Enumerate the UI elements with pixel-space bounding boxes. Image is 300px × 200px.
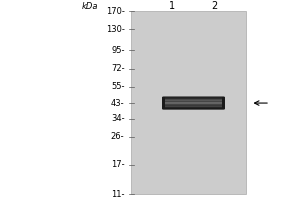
Text: kDa: kDa [82, 2, 98, 11]
Bar [165, 101, 222, 102]
Text: 95-: 95- [111, 46, 124, 55]
Text: 170-: 170- [106, 7, 124, 16]
Text: 130-: 130- [106, 25, 124, 34]
Text: 34-: 34- [111, 114, 124, 123]
Text: 55-: 55- [111, 82, 124, 91]
Text: 1: 1 [169, 1, 175, 11]
Bar [165, 97, 222, 98]
Bar [165, 100, 222, 101]
Bar [165, 98, 222, 99]
Bar [165, 107, 222, 108]
Bar [165, 99, 222, 100]
Bar [165, 106, 222, 107]
Bar [165, 102, 222, 103]
Text: 72-: 72- [111, 64, 124, 73]
Bar [130, 11, 246, 194]
Bar [165, 102, 222, 103]
Text: 26-: 26- [111, 132, 124, 141]
Text: 43-: 43- [111, 99, 124, 108]
Text: 11-: 11- [111, 190, 124, 199]
Text: 17-: 17- [111, 160, 124, 169]
Text: 2: 2 [212, 1, 218, 11]
Bar [165, 105, 222, 106]
Bar [165, 106, 222, 107]
Bar [165, 99, 222, 100]
Bar [165, 97, 222, 98]
Bar [165, 103, 222, 104]
FancyBboxPatch shape [162, 96, 225, 110]
Bar [165, 103, 222, 104]
Bar [165, 100, 222, 101]
Bar [165, 104, 222, 105]
